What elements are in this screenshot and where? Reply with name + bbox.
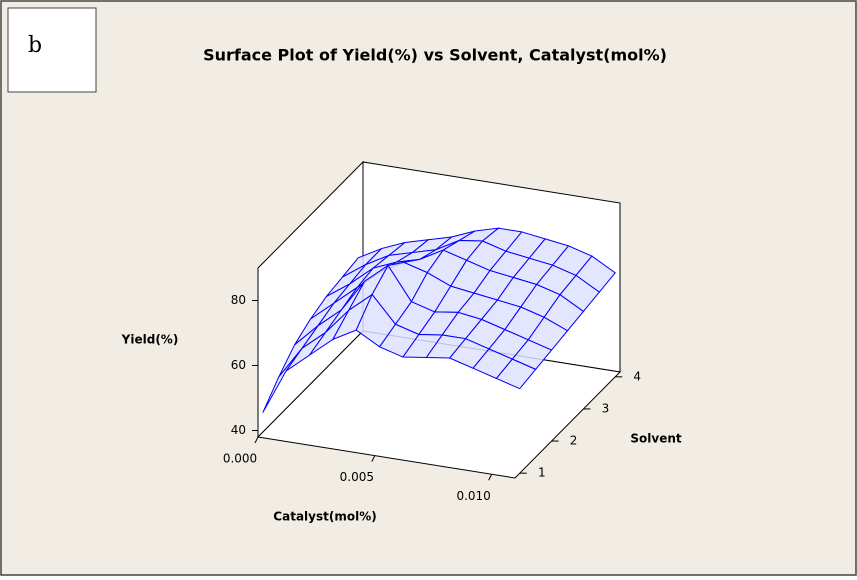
y-tick-label: 2 xyxy=(570,434,578,448)
x-axis-label: Catalyst(mol%) xyxy=(273,510,376,524)
x-tick-label: 0.010 xyxy=(456,489,490,503)
y-tick-label: 3 xyxy=(602,401,610,415)
y-tick-label: 1 xyxy=(538,466,546,480)
x-tick xyxy=(254,436,259,444)
y-tick-label: 4 xyxy=(633,369,641,383)
y-axis-label: Solvent xyxy=(630,432,682,446)
z-tick-label: 40 xyxy=(231,423,246,437)
panel-box xyxy=(7,7,97,93)
x-tick xyxy=(371,455,376,462)
chart-title: Surface Plot of Yield(%) vs Solvent, Cat… xyxy=(203,46,667,65)
panel-label: b xyxy=(28,33,42,58)
z-axis-label: Yield(%) xyxy=(121,333,179,347)
z-tick-label: 80 xyxy=(231,293,246,307)
z-tick-label: 60 xyxy=(231,358,246,372)
surface-cell xyxy=(495,358,537,390)
x-tick-label: 0.005 xyxy=(340,470,374,484)
x-tick-label: 0.000 xyxy=(223,452,257,466)
x-tick xyxy=(488,474,493,481)
